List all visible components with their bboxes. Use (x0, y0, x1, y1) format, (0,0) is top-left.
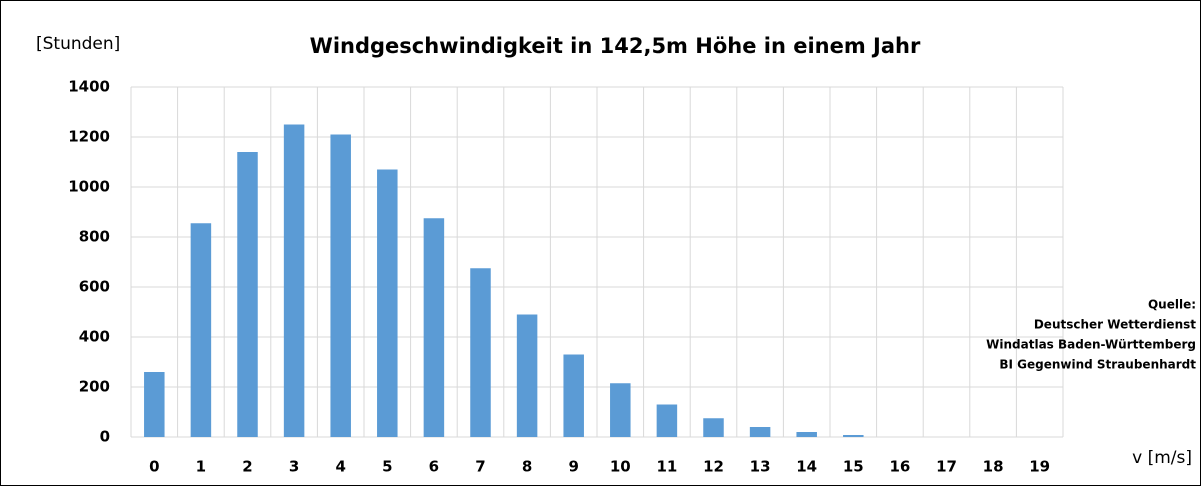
bar (563, 354, 584, 437)
bar (656, 404, 678, 437)
source-note: Deutscher Wetterdienst (1034, 318, 1196, 332)
y-tick-label: 800 (79, 228, 110, 246)
y-tick-label: 200 (79, 378, 110, 396)
bar (796, 432, 817, 437)
bar (610, 383, 631, 437)
bar (377, 169, 398, 437)
x-tick-label: 13 (750, 458, 771, 476)
x-tick-label: 3 (289, 458, 299, 476)
x-tick-label: 16 (889, 458, 910, 476)
x-tick-label: 8 (522, 458, 532, 476)
chart-title: Windgeschwindigkeit in 142,5m Höhe in ei… (310, 34, 921, 58)
x-tick-label: 9 (568, 458, 578, 476)
x-tick-label: 14 (796, 458, 817, 476)
x-tick-label: 15 (843, 458, 864, 476)
x-tick-label: 4 (335, 458, 345, 476)
bar (237, 152, 258, 437)
x-tick-label: 6 (429, 458, 439, 476)
source-note: BI Gegenwind Straubenhardt (999, 358, 1196, 372)
bar (516, 314, 538, 437)
x-tick-label: 5 (382, 458, 392, 476)
source-note: Windatlas Baden-Württemberg (986, 338, 1196, 352)
y-tick-label: 600 (79, 278, 110, 296)
x-tick-label: 18 (983, 458, 1004, 476)
bar (190, 223, 212, 437)
source-note: Quelle: (1148, 298, 1196, 312)
bar (283, 124, 305, 437)
x-tick-label: 11 (656, 458, 677, 476)
x-tick-label: 19 (1029, 458, 1050, 476)
y-tick-label: 1000 (68, 178, 110, 196)
x-tick-label: 2 (242, 458, 252, 476)
x-tick-label: 0 (149, 458, 159, 476)
x-axis-label: v [m/s] (1132, 448, 1192, 468)
y-tick-label: 400 (79, 328, 110, 346)
bar (843, 435, 864, 437)
y-tick-label: 1200 (68, 128, 110, 146)
y-axis-label: [Stunden] (36, 34, 120, 54)
bar (703, 418, 724, 437)
x-tick-label: 12 (703, 458, 724, 476)
bar (144, 372, 165, 437)
x-tick-label: 7 (475, 458, 485, 476)
y-tick-label: 0 (100, 428, 110, 446)
bar (749, 427, 771, 437)
bar (423, 218, 445, 437)
bar (330, 134, 351, 437)
y-tick-label: 1400 (68, 78, 110, 96)
x-tick-label: 10 (610, 458, 631, 476)
x-tick-label: 17 (936, 458, 957, 476)
bar (470, 268, 491, 437)
x-tick-label: 1 (196, 458, 206, 476)
